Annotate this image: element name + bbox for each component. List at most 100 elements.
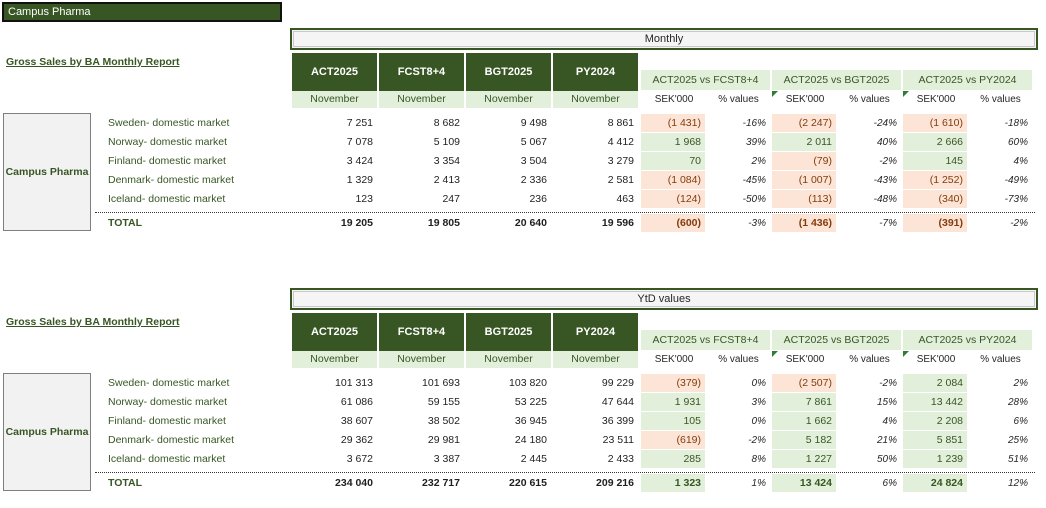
variance-percent-cell[interactable]: -24% (873, 118, 897, 129)
column-header[interactable]: ACT2025 (292, 53, 377, 91)
comparison-header[interactable]: ACT2025 vs BGT2025 (772, 330, 901, 350)
total-variance-percent-cell[interactable]: -2% (1010, 218, 1028, 229)
variance-percent-cell[interactable]: 40% (876, 137, 897, 148)
value-cell[interactable]: 3 504 (520, 155, 547, 167)
variance-percent-cell[interactable]: 51% (1007, 454, 1028, 465)
value-cell[interactable]: 24 180 (514, 434, 547, 446)
value-cell[interactable]: 29 362 (340, 434, 373, 446)
variance-cell[interactable]: 5 851 (903, 431, 967, 449)
variance-percent-cell[interactable]: -43% (873, 175, 897, 186)
variance-cell[interactable]: 285 (641, 450, 705, 468)
value-cell[interactable]: 463 (616, 193, 634, 205)
value-cell[interactable]: 3 279 (607, 155, 634, 167)
column-header[interactable]: FCST8+4 (379, 53, 464, 91)
value-cell[interactable]: 3 387 (433, 453, 460, 465)
total-variance-cell[interactable]: (600) (641, 214, 705, 232)
comparison-header[interactable]: ACT2025 vs PY2024 (903, 330, 1032, 350)
variance-cell[interactable]: 105 (641, 412, 705, 430)
variance-percent-cell[interactable]: -73% (1004, 194, 1028, 205)
variance-cell[interactable]: 2 208 (903, 412, 967, 430)
value-cell[interactable]: 1 329 (346, 174, 373, 186)
variance-percent-cell[interactable]: -2% (879, 156, 897, 167)
variance-percent-cell[interactable]: -48% (873, 194, 897, 205)
value-cell[interactable]: 47 644 (601, 396, 634, 408)
total-value-cell[interactable]: 19 596 (601, 217, 634, 229)
value-cell[interactable]: 8 682 (433, 117, 460, 129)
variance-percent-cell[interactable]: -2% (748, 435, 766, 446)
variance-cell[interactable]: (1 007) (772, 171, 836, 189)
variance-cell[interactable]: 1 227 (772, 450, 836, 468)
variance-percent-cell[interactable]: 21% (876, 435, 897, 446)
value-cell[interactable]: 61 086 (340, 396, 373, 408)
report-title[interactable]: Gross Sales by BA Monthly Report (6, 56, 180, 68)
row-label[interactable]: Denmark- domestic market (108, 174, 235, 186)
variance-cell[interactable]: 7 861 (772, 393, 836, 411)
variance-cell[interactable]: (619) (641, 431, 705, 449)
variance-percent-cell[interactable]: 0% (751, 416, 766, 427)
variance-percent-cell[interactable]: -50% (742, 194, 766, 205)
total-value-cell[interactable]: 19 205 (340, 217, 373, 229)
app-title-cell[interactable]: Campus Pharma (2, 2, 282, 22)
total-variance-percent-cell[interactable]: 1% (751, 478, 766, 489)
value-cell[interactable]: 38 607 (340, 415, 373, 427)
column-header[interactable]: FCST8+4 (379, 313, 464, 351)
variance-cell[interactable]: 70 (641, 152, 705, 170)
value-cell[interactable]: 8 861 (607, 117, 634, 129)
variance-cell[interactable]: 5 182 (772, 431, 836, 449)
variance-percent-cell[interactable]: 3% (751, 397, 766, 408)
row-label[interactable]: Norway- domestic market (108, 136, 228, 148)
total-variance-percent-cell[interactable]: -7% (879, 218, 897, 229)
variance-cell[interactable]: (124) (641, 190, 705, 208)
column-header[interactable]: BGT2025 (466, 53, 551, 91)
value-cell[interactable]: 103 820 (509, 377, 547, 389)
variance-percent-cell[interactable]: -49% (1004, 175, 1028, 186)
value-cell[interactable]: 3 354 (433, 155, 460, 167)
report-title[interactable]: Gross Sales by BA Monthly Report (6, 316, 180, 328)
value-cell[interactable]: 9 498 (520, 117, 547, 129)
variance-cell[interactable]: (1 252) (903, 171, 967, 189)
total-variance-percent-cell[interactable]: -3% (748, 218, 766, 229)
value-cell[interactable]: 2 433 (607, 453, 634, 465)
variance-cell[interactable]: 1 931 (641, 393, 705, 411)
variance-cell[interactable]: 2 666 (903, 133, 967, 151)
variance-percent-cell[interactable]: 2% (1013, 378, 1028, 389)
total-variance-cell[interactable]: 13 424 (772, 474, 836, 492)
column-header[interactable]: ACT2025 (292, 313, 377, 351)
variance-cell[interactable]: (2 247) (772, 114, 836, 132)
variance-cell[interactable]: (79) (772, 152, 836, 170)
value-cell[interactable]: 99 229 (601, 377, 634, 389)
row-label[interactable]: Finland- domestic market (108, 155, 226, 167)
value-cell[interactable]: 247 (442, 193, 460, 205)
comparison-header[interactable]: ACT2025 vs PY2024 (903, 70, 1032, 90)
variance-cell[interactable]: (2 507) (772, 374, 836, 392)
variance-percent-cell[interactable]: 4% (882, 416, 897, 427)
value-cell[interactable]: 7 078 (346, 136, 373, 148)
row-label[interactable]: Denmark- domestic market (108, 434, 235, 446)
variance-percent-cell[interactable]: -16% (742, 118, 766, 129)
total-value-cell[interactable]: 209 216 (596, 477, 634, 489)
value-cell[interactable]: 36 945 (514, 415, 547, 427)
total-variance-percent-cell[interactable]: 12% (1007, 478, 1028, 489)
total-variance-cell[interactable]: 1 323 (641, 474, 705, 492)
total-variance-percent-cell[interactable]: 6% (882, 478, 897, 489)
variance-percent-cell[interactable]: 4% (1013, 156, 1028, 167)
variance-percent-cell[interactable]: -2% (879, 378, 897, 389)
variance-cell[interactable]: (113) (772, 190, 836, 208)
value-cell[interactable]: 2 336 (520, 174, 547, 186)
variance-cell[interactable]: 1 968 (641, 133, 705, 151)
variance-percent-cell[interactable]: 39% (745, 137, 766, 148)
value-cell[interactable]: 5 109 (433, 136, 460, 148)
value-cell[interactable]: 3 424 (346, 155, 373, 167)
total-variance-cell[interactable]: 24 824 (903, 474, 967, 492)
row-label[interactable]: Sweden- domestic market (108, 117, 230, 129)
row-label[interactable]: Iceland- domestic market (108, 453, 226, 465)
variance-cell[interactable]: 1 239 (903, 450, 967, 468)
total-label[interactable]: TOTAL (108, 477, 143, 489)
value-cell[interactable]: 23 511 (602, 434, 634, 446)
row-label[interactable]: Iceland- domestic market (108, 193, 226, 205)
value-cell[interactable]: 4 412 (607, 136, 634, 148)
variance-percent-cell[interactable]: -45% (742, 175, 766, 186)
variance-percent-cell[interactable]: 50% (876, 454, 897, 465)
variance-percent-cell[interactable]: 15% (876, 397, 897, 408)
value-cell[interactable]: 123 (355, 193, 373, 205)
